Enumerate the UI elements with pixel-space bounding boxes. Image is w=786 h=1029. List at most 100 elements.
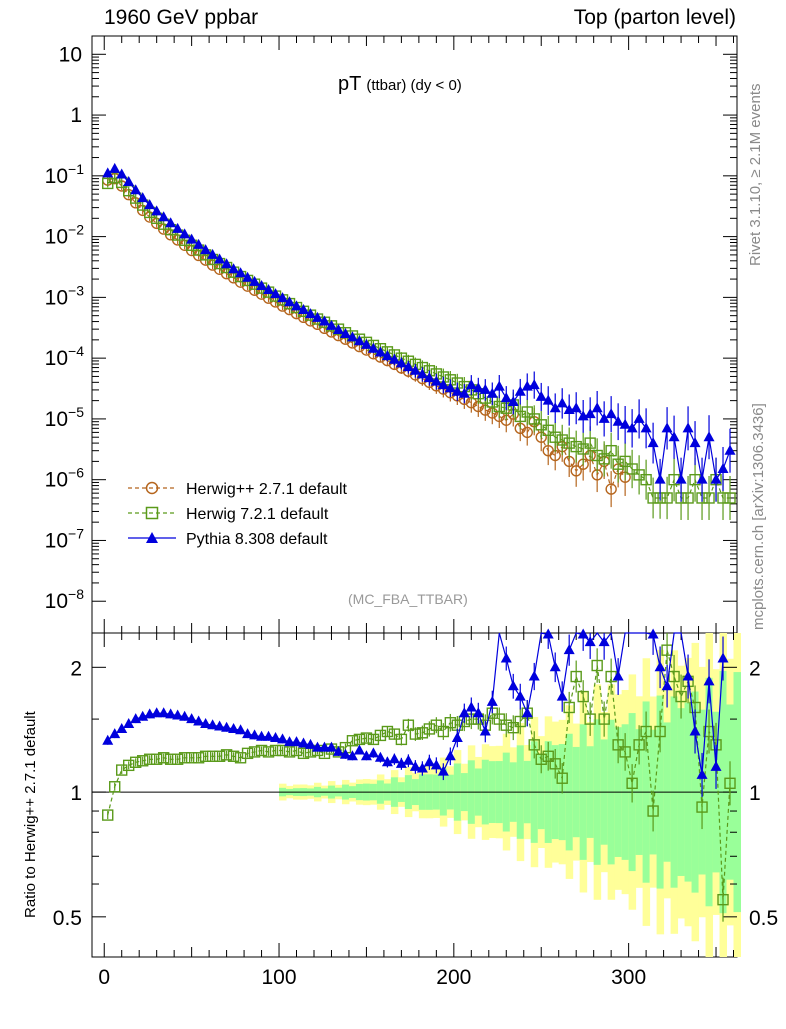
data-point <box>220 749 233 761</box>
data-point <box>444 382 456 393</box>
data-point <box>430 719 443 731</box>
data-point <box>584 636 596 647</box>
data-point <box>717 462 729 473</box>
data-point <box>633 412 645 423</box>
data-point <box>270 732 282 743</box>
data-point <box>500 719 512 731</box>
y-tick-label: 10−7 <box>45 525 85 552</box>
data-point <box>647 437 659 448</box>
data-point <box>409 728 422 740</box>
data-point <box>591 449 603 462</box>
data-point <box>207 719 219 730</box>
data-point <box>472 382 484 393</box>
data-point <box>619 746 631 758</box>
y-tick-label: 1 <box>70 104 82 127</box>
data-point <box>416 762 428 773</box>
data-point <box>255 744 268 757</box>
data-point <box>200 244 212 255</box>
series-line <box>107 168 731 482</box>
data-point <box>451 385 463 396</box>
data-point <box>556 397 568 408</box>
data-point <box>584 408 596 419</box>
data-point <box>298 737 310 748</box>
data-point <box>263 730 275 741</box>
data-point <box>144 199 156 210</box>
data-point <box>164 753 177 765</box>
data-point <box>381 725 394 738</box>
data-point <box>185 752 198 764</box>
data-point <box>263 284 275 295</box>
data-point <box>325 741 337 752</box>
data-point <box>102 809 114 821</box>
data-point <box>437 379 449 390</box>
data-point <box>724 777 736 789</box>
data-point <box>682 492 694 504</box>
data-point <box>193 715 205 726</box>
data-point <box>500 392 512 403</box>
data-point <box>381 756 393 767</box>
data-point <box>570 402 582 413</box>
data-point <box>402 361 414 372</box>
data-point <box>703 675 715 686</box>
ratio-y-tick-label-left: 1 <box>70 782 82 805</box>
y-tick-label: 10−1 <box>45 161 85 188</box>
data-point <box>256 279 268 290</box>
data-point <box>367 747 379 758</box>
data-point <box>479 383 491 394</box>
data-point <box>367 342 379 353</box>
data-point <box>172 222 184 233</box>
data-point <box>214 720 226 731</box>
data-point <box>717 492 729 504</box>
ratio-y-tick-label-right: 0.5 <box>749 907 778 930</box>
data-point <box>598 453 610 465</box>
data-point <box>388 353 400 364</box>
data-point <box>129 756 142 768</box>
data-point <box>228 722 240 733</box>
data-point <box>626 422 638 433</box>
data-point <box>130 184 142 195</box>
data-point <box>283 746 296 758</box>
data-point <box>151 707 163 718</box>
ratio-series <box>102 628 736 922</box>
data-point <box>535 753 547 765</box>
data-point <box>696 473 708 484</box>
data-point <box>123 759 135 772</box>
y-tick-label: 10−2 <box>45 222 85 249</box>
data-point <box>465 701 477 712</box>
data-point <box>661 422 673 433</box>
data-point <box>242 271 254 282</box>
data-point <box>116 168 128 179</box>
data-point <box>269 744 282 757</box>
data-point <box>311 311 323 322</box>
header-left: 1960 GeV ppbar <box>104 6 259 29</box>
x-tick-label: 300 <box>611 966 646 989</box>
data-point <box>563 437 575 449</box>
data-point <box>207 248 219 259</box>
data-point <box>298 303 310 314</box>
data-point <box>724 444 736 455</box>
x-tick-label: 0 <box>98 966 110 989</box>
data-point <box>696 801 708 813</box>
data-point <box>437 725 450 738</box>
data-point <box>227 750 240 762</box>
data-point <box>248 746 261 758</box>
data-point <box>661 492 673 504</box>
data-point <box>682 422 694 433</box>
data-point <box>591 659 603 672</box>
main-series <box>102 162 736 520</box>
data-point <box>507 395 519 406</box>
y-tick-label: 10−8 <box>45 586 85 613</box>
data-point <box>228 263 240 274</box>
data-point <box>325 319 337 330</box>
data-point <box>346 735 359 747</box>
data-point <box>570 440 582 453</box>
data-point <box>214 253 226 264</box>
data-point <box>528 413 540 425</box>
data-point <box>374 729 387 742</box>
data-point <box>696 768 708 779</box>
series-line <box>107 650 731 900</box>
data-point <box>584 713 596 725</box>
data-point <box>143 753 156 765</box>
data-point <box>178 752 191 764</box>
data-point <box>235 267 247 278</box>
